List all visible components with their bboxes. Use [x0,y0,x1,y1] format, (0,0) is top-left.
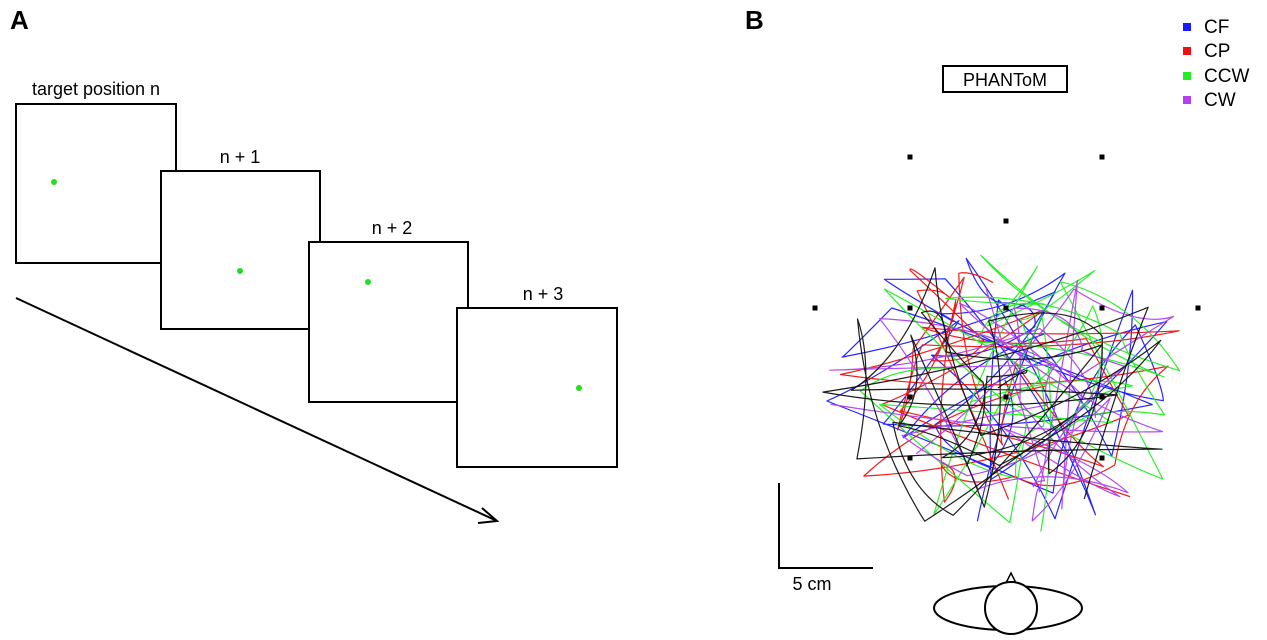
legend-label-cw: CW [1204,90,1236,111]
target-marker [907,455,913,461]
phantom-device-box [942,65,1068,93]
legend-swatch-ccw [1183,72,1191,80]
trajectory-path [863,272,1180,477]
trajectory-path [879,287,1175,498]
target-marker [1003,305,1009,311]
trajectory-tangle [822,254,1180,532]
legend-label-ccw: CCW [1204,66,1249,87]
legend-swatch-cp [1183,47,1191,55]
trajectory-path [856,310,1163,522]
legend-item-cf: CF [1183,17,1229,38]
panel-b-letter: B [745,5,764,35]
panel-a: A target position n n + 1 n + 2 n + 3 [10,5,618,524]
trajectory-path [859,265,1113,532]
legend-swatch-cw [1183,96,1191,104]
trajectory-path [822,267,1162,508]
trajectory-path [829,279,1164,522]
subject-head-icon [933,571,1083,635]
frame-n-plus-2-label: n + 2 [372,218,413,238]
frame-n-plus-1-box [160,170,321,330]
panel-b: B PHANToM CF CP CCW CW [745,5,1249,635]
frame-n-label: target position n [32,79,160,99]
frame-n-plus-1-label: n + 1 [220,147,261,167]
scale-bar-lines [778,483,873,569]
frame-n-plus-1: n + 1 [160,147,321,330]
panel-a-letter: A [10,5,29,35]
scale-bar: 5 cm [778,483,873,594]
phantom-device-label: PHANToM [963,70,1047,90]
phantom-device: PHANToM [942,65,1068,93]
target-dot [576,385,582,391]
target-marker [907,154,913,160]
legend-item-cp: CP [1183,41,1230,62]
target-marker [1195,305,1201,311]
target-dot [365,279,371,285]
time-arrow [15,297,500,524]
frame-n-plus-3-box [456,307,618,468]
legend-label-cp: CP [1204,41,1230,62]
frame-n-box [15,103,177,264]
legend-swatch-cf [1183,23,1191,31]
target-marker [812,305,818,311]
frame-n-plus-3-label: n + 3 [523,284,564,304]
frame-n: target position n [15,79,177,264]
target-markers [812,154,1201,461]
frame-n-plus-2-box [308,241,469,403]
legend-item-cw: CW [1183,90,1236,111]
target-dot [51,179,57,185]
legend-label-cf: CF [1204,17,1229,38]
target-marker [1003,394,1009,400]
legend: CF CP CCW CW [1183,17,1249,111]
target-marker [1099,455,1105,461]
target-marker [907,305,913,311]
target-marker [1099,394,1105,400]
target-marker [1099,305,1105,311]
trajectory-path [944,254,1180,480]
frame-n-plus-3: n + 3 [456,284,618,468]
target-marker [1099,154,1105,160]
target-marker [907,394,913,400]
target-marker [1003,218,1009,224]
target-dot [237,268,243,274]
scale-bar-label: 5 cm [792,574,831,594]
frame-n-plus-2: n + 2 [308,218,469,403]
trajectory-path [883,257,1168,520]
legend-item-ccw: CCW [1183,66,1249,87]
subject-head [984,581,1038,635]
